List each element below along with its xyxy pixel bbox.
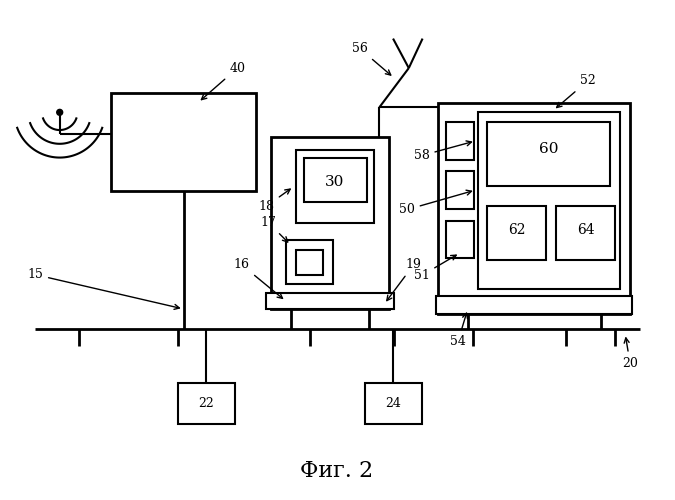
Text: 19: 19 xyxy=(387,258,422,300)
Bar xyxy=(438,102,630,314)
Bar xyxy=(556,206,616,260)
Text: 62: 62 xyxy=(508,223,526,237)
Bar xyxy=(271,137,389,309)
Text: 22: 22 xyxy=(198,397,214,410)
Text: 40: 40 xyxy=(201,62,246,100)
Bar xyxy=(304,158,367,202)
Bar xyxy=(296,250,323,274)
Circle shape xyxy=(57,110,63,116)
Bar xyxy=(446,172,474,208)
Text: 64: 64 xyxy=(577,223,595,237)
Text: 60: 60 xyxy=(539,142,559,156)
Text: 18: 18 xyxy=(259,189,290,212)
Text: 51: 51 xyxy=(414,255,456,282)
Text: 15: 15 xyxy=(27,268,180,310)
Text: 50: 50 xyxy=(399,190,472,216)
Bar xyxy=(487,206,547,260)
Bar xyxy=(364,383,422,424)
Text: 54: 54 xyxy=(450,313,468,348)
Bar xyxy=(478,112,620,290)
Text: 30: 30 xyxy=(325,174,345,188)
Bar xyxy=(266,294,394,309)
Text: 56: 56 xyxy=(352,42,391,75)
Bar xyxy=(178,383,235,424)
Bar xyxy=(296,150,375,224)
Text: 17: 17 xyxy=(261,216,288,242)
Text: Фиг. 2: Фиг. 2 xyxy=(300,460,373,482)
Bar xyxy=(446,122,474,160)
Text: 52: 52 xyxy=(557,74,595,108)
Bar xyxy=(487,122,610,186)
Text: 20: 20 xyxy=(622,338,638,370)
Text: 16: 16 xyxy=(234,258,283,298)
Text: 24: 24 xyxy=(385,397,401,410)
Bar xyxy=(286,240,333,284)
Bar xyxy=(446,220,474,258)
Bar xyxy=(111,92,256,191)
Bar xyxy=(436,296,632,314)
Text: 58: 58 xyxy=(414,141,471,162)
